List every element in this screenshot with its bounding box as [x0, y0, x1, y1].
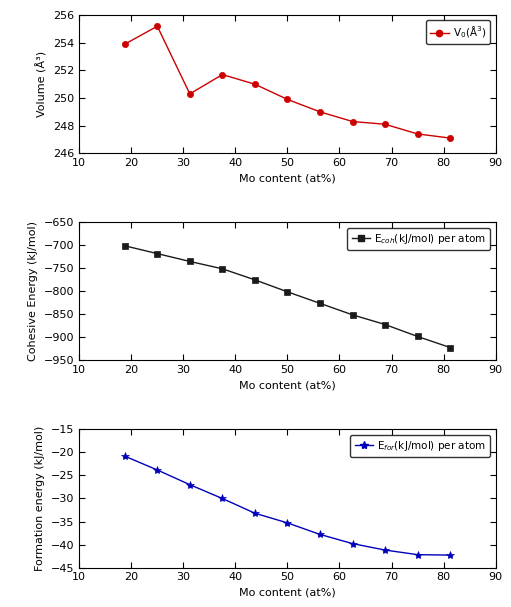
Legend: V$_0$($\mathregular{\AA}^3$): V$_0$($\mathregular{\AA}^3$) [426, 21, 491, 44]
X-axis label: Mo content (at%): Mo content (at%) [239, 381, 336, 391]
Y-axis label: Cohesive Energy (kJ/mol): Cohesive Energy (kJ/mol) [28, 222, 38, 361]
X-axis label: Mo content (at%): Mo content (at%) [239, 174, 336, 184]
X-axis label: Mo content (at%): Mo content (at%) [239, 588, 336, 598]
Legend: E$_{coh}$(kJ/mol) per atom: E$_{coh}$(kJ/mol) per atom [347, 228, 491, 250]
Y-axis label: Volume (Å³): Volume (Å³) [36, 51, 48, 117]
Y-axis label: Formation energy (kJ/mol): Formation energy (kJ/mol) [35, 426, 45, 571]
Legend: E$_{for}$(kJ/mol) per atom: E$_{for}$(kJ/mol) per atom [351, 435, 491, 457]
